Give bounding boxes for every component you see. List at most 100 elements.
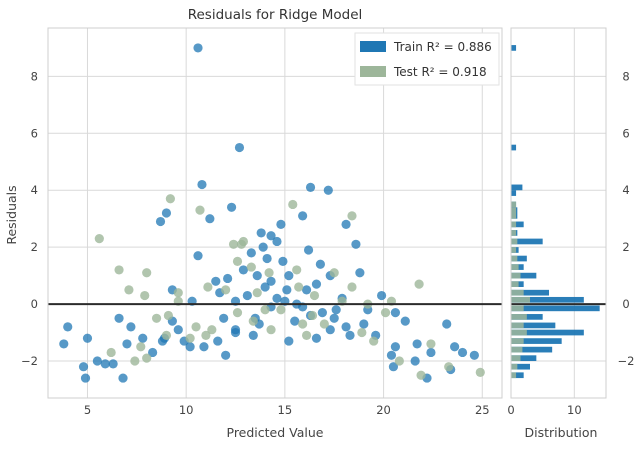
distribution-bar-test: [511, 296, 530, 303]
train-point: [290, 316, 300, 326]
train-point: [400, 316, 410, 326]
distribution-bar-train: [511, 355, 537, 361]
test-point: [114, 265, 124, 275]
test-point: [232, 256, 243, 266]
test-point: [347, 282, 357, 292]
train-point: [173, 325, 183, 335]
y-tick-label: 4: [31, 183, 38, 197]
test-point: [201, 330, 211, 340]
test-point: [319, 319, 329, 329]
distribution-bar-train: [511, 372, 524, 379]
distribution-bar-test: [511, 247, 517, 253]
distribution-bar-test: [511, 221, 517, 228]
train-point: [108, 359, 118, 369]
test-point: [394, 356, 404, 366]
train-point: [311, 279, 322, 289]
train-point: [118, 373, 128, 383]
distribution-bar-train: [511, 221, 524, 228]
train-point: [80, 373, 91, 383]
train-point: [298, 211, 308, 221]
train-point: [211, 276, 221, 286]
train-point: [272, 293, 282, 303]
train-point: [315, 259, 325, 269]
x-tick-label: 15: [278, 403, 293, 417]
test-point: [136, 342, 146, 352]
train-point: [100, 359, 110, 369]
train-point: [386, 350, 397, 360]
train-point: [213, 336, 223, 346]
distribution-y-tick-label: 4: [622, 183, 629, 197]
test-point: [475, 367, 485, 377]
test-point: [161, 330, 172, 340]
x-axis-title: Predicted Value: [227, 425, 324, 440]
test-point: [195, 205, 205, 215]
test-point: [357, 327, 367, 338]
test-point: [173, 288, 183, 298]
train-point: [390, 308, 401, 318]
y-tick-label: 8: [31, 69, 38, 83]
test-point: [444, 362, 454, 372]
train-point: [426, 347, 436, 358]
train-point: [325, 325, 335, 335]
distribution-x-tick-label: 0: [507, 403, 514, 417]
distribution-bar-train: [511, 238, 543, 245]
distribution-bar-train: [511, 45, 517, 51]
distribution-bar-test: [511, 363, 518, 370]
train-point: [341, 322, 351, 332]
train-point: [78, 362, 89, 372]
train-point: [376, 290, 387, 301]
distribution-bar-test: [511, 201, 517, 208]
train-point: [284, 336, 294, 346]
test-point: [307, 310, 318, 321]
test-point: [203, 282, 213, 292]
train-point: [205, 214, 215, 224]
distribution-bar-train: [511, 296, 584, 303]
distribution-bar-train: [511, 272, 537, 279]
train-point: [82, 333, 93, 343]
test-point: [106, 347, 116, 358]
train-point: [138, 333, 148, 343]
distribution-bar-test: [511, 329, 527, 336]
distribution-bar-train: [511, 305, 600, 312]
train-point: [355, 268, 365, 278]
distribution-x-tick-labels: 0 10: [507, 403, 581, 417]
train-point: [388, 362, 399, 372]
train-point: [359, 319, 369, 329]
test-point: [207, 325, 217, 335]
y-tick-label: −2: [21, 354, 38, 368]
distribution-y-tick-label: 2: [622, 240, 629, 254]
train-point: [122, 339, 132, 349]
train-point: [260, 282, 270, 292]
main-plot-frame: [47, 27, 503, 399]
x-tick-label: 25: [475, 403, 490, 417]
test-point: [369, 336, 379, 346]
train-point: [193, 251, 203, 261]
train-point: [185, 342, 195, 352]
chart-title: Residuals for Ridge Model: [188, 7, 363, 23]
distribution-y-tick-labels: −2 0 2 4 6 8: [618, 69, 635, 368]
distribution-panel: 0 10 −2 0 2 4 6 8: [507, 27, 635, 417]
train-point: [223, 273, 233, 284]
distribution-bar-test: [511, 255, 518, 262]
test-point: [292, 265, 302, 275]
x-tick-label: 10: [179, 403, 194, 417]
main-plot-area: [48, 28, 502, 398]
legend-swatch-test: [360, 66, 386, 77]
train-point: [197, 179, 207, 190]
test-point: [298, 319, 308, 329]
train-point: [256, 228, 266, 238]
test-point: [380, 308, 391, 318]
train-point: [262, 253, 272, 264]
distribution-bar-train: [511, 322, 556, 329]
test-point: [163, 310, 174, 321]
distribution-bar-test: [511, 314, 527, 320]
distribution-axis-title: Distribution: [525, 425, 598, 440]
test-point: [191, 322, 201, 332]
x-tick-label: 20: [376, 403, 391, 417]
main-plot-panel: 5 10 15 20 25 −2 0 2 4 6 8: [21, 27, 503, 417]
legend: Train R² = 0.886 Test R² = 0.918: [354, 32, 500, 86]
test-point: [165, 194, 175, 204]
train-point: [301, 285, 312, 295]
distribution-bar-test: [511, 238, 518, 245]
